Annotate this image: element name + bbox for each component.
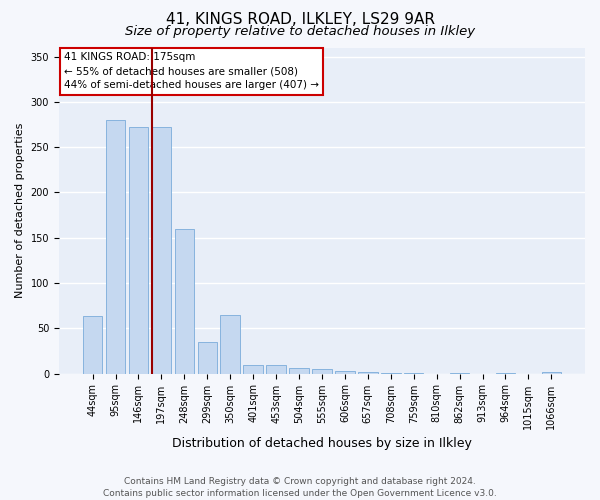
Bar [450, 372, 469, 374]
Text: Size of property relative to detached houses in Ilkley: Size of property relative to detached ho… [125, 25, 475, 38]
Bar [197, 342, 217, 374]
Bar [381, 372, 401, 374]
Bar [335, 371, 355, 374]
Bar [542, 372, 561, 374]
Bar [175, 228, 194, 374]
Bar [358, 372, 377, 374]
Text: 41, KINGS ROAD, ILKLEY, LS29 9AR: 41, KINGS ROAD, ILKLEY, LS29 9AR [166, 12, 434, 28]
Y-axis label: Number of detached properties: Number of detached properties [15, 123, 25, 298]
Bar [244, 364, 263, 374]
Text: Contains HM Land Registry data © Crown copyright and database right 2024.
Contai: Contains HM Land Registry data © Crown c… [103, 476, 497, 498]
X-axis label: Distribution of detached houses by size in Ilkley: Distribution of detached houses by size … [172, 437, 472, 450]
Bar [266, 364, 286, 374]
Bar [152, 127, 171, 374]
Bar [496, 372, 515, 374]
Bar [128, 127, 148, 374]
Text: 41 KINGS ROAD: 175sqm
← 55% of detached houses are smaller (508)
44% of semi-det: 41 KINGS ROAD: 175sqm ← 55% of detached … [64, 52, 319, 90]
Bar [220, 314, 240, 374]
Bar [106, 120, 125, 374]
Bar [404, 372, 424, 374]
Bar [289, 368, 309, 374]
Bar [83, 316, 103, 374]
Bar [312, 369, 332, 374]
